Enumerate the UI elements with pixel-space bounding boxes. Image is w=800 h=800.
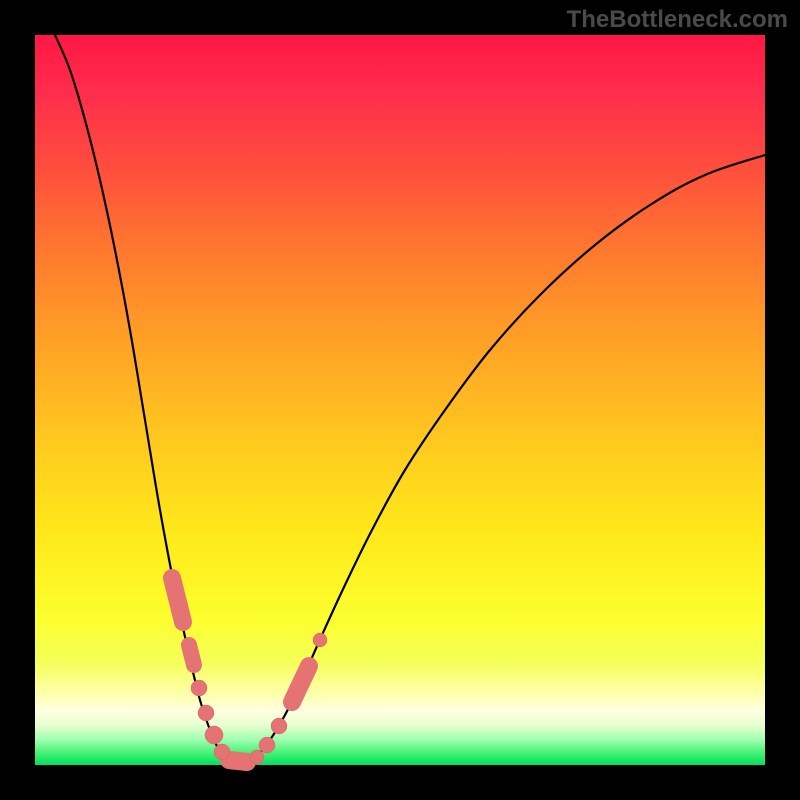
marker-capsule [229, 760, 247, 762]
marker-circle [271, 718, 287, 734]
marker-capsule [189, 645, 194, 665]
marker-circle [214, 744, 230, 760]
left-curve [55, 35, 238, 765]
marker-circle [191, 680, 207, 696]
marker-capsule [172, 578, 183, 622]
marker-circle [205, 726, 223, 744]
chart-container: TheBottleneck.com [0, 0, 800, 800]
markers-group [172, 578, 327, 764]
marker-circle [250, 750, 264, 764]
marker-circle [198, 705, 214, 721]
marker-circle [313, 633, 327, 647]
watermark-text: TheBottleneck.com [567, 6, 788, 34]
marker-capsule [292, 666, 309, 702]
marker-circle [259, 737, 275, 753]
right-curve [238, 155, 765, 765]
chart-svg [0, 0, 800, 800]
